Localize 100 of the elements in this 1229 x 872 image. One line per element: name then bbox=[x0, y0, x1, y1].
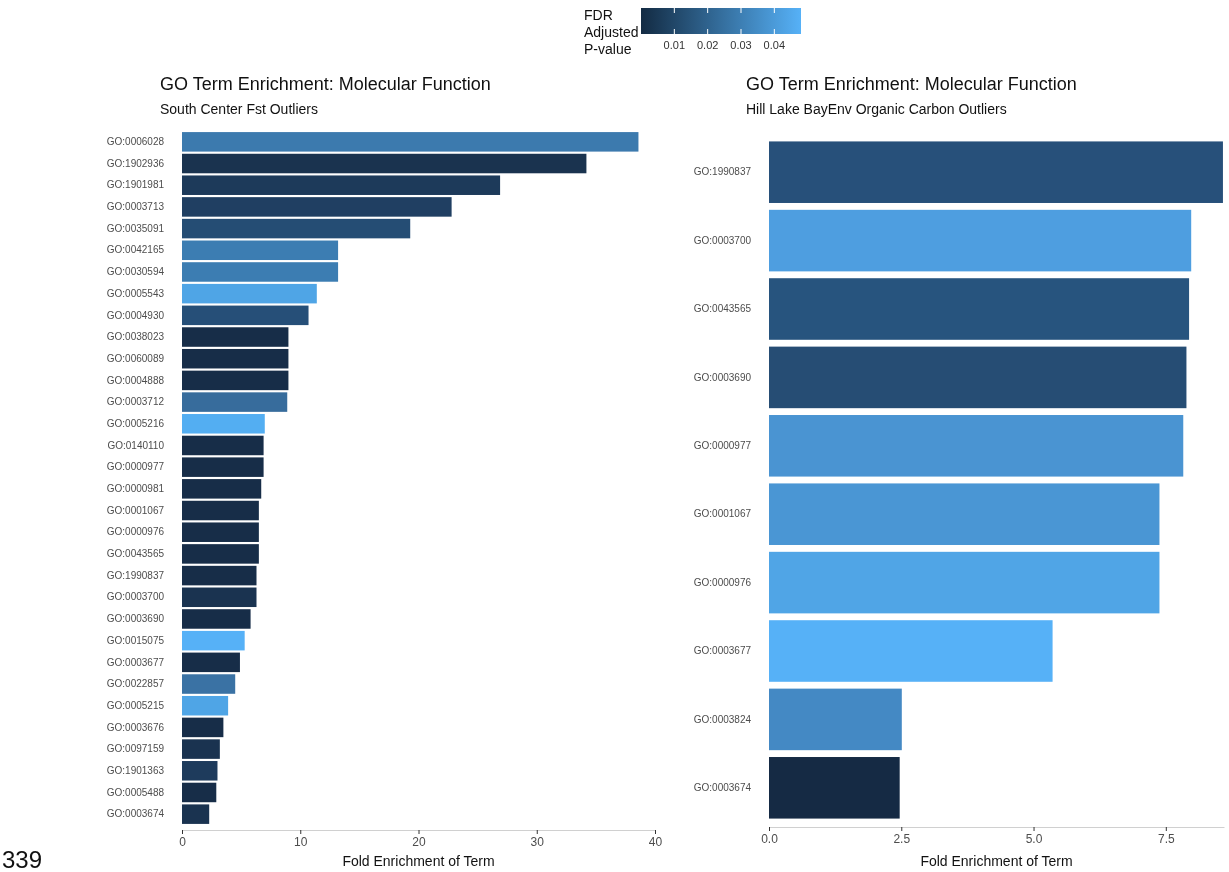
x-tick-label: 2.5 bbox=[893, 831, 911, 846]
bar bbox=[769, 278, 1190, 340]
bar bbox=[182, 565, 257, 586]
bar bbox=[182, 739, 220, 759]
y-tick-label: GO:0097159 bbox=[106, 743, 165, 755]
bar bbox=[182, 761, 218, 781]
bar bbox=[182, 218, 411, 239]
y-tick-label: GO:0042165 bbox=[106, 244, 165, 256]
bar bbox=[769, 551, 1160, 614]
y-tick-label: GO:0035091 bbox=[106, 222, 165, 234]
y-tick-label: GO:0022857 bbox=[106, 678, 165, 690]
y-tick-label: GO:1901363 bbox=[106, 764, 165, 776]
bar bbox=[182, 804, 210, 824]
bar bbox=[769, 141, 1223, 203]
bar bbox=[769, 620, 1053, 682]
color-bar-label: 0.02 bbox=[696, 39, 719, 51]
bar bbox=[182, 305, 309, 326]
x-tick-label: 0.0 bbox=[761, 831, 779, 846]
bar bbox=[182, 240, 339, 261]
bar bbox=[182, 630, 245, 651]
y-tick-label: GO:0003700 bbox=[106, 591, 165, 603]
y-tick-label: GO:0003674 bbox=[106, 808, 165, 820]
bar bbox=[182, 674, 236, 694]
y-tick-label: GO:0000976 bbox=[693, 576, 752, 588]
chart-subtitle: South Center Fst Outliers bbox=[160, 101, 318, 117]
bar bbox=[182, 370, 289, 391]
y-tick-label: GO:1990837 bbox=[106, 569, 165, 581]
x-tick-label: 30 bbox=[530, 834, 545, 849]
bar bbox=[182, 435, 264, 456]
y-tick-label: GO:0001067 bbox=[106, 504, 165, 516]
text: 339 bbox=[2, 846, 43, 872]
bar bbox=[182, 132, 639, 152]
bar bbox=[182, 609, 251, 629]
bar bbox=[769, 209, 1192, 272]
bar bbox=[182, 392, 288, 412]
x-tick-label: 5.0 bbox=[1025, 831, 1043, 846]
bar bbox=[182, 782, 217, 803]
y-tick-label: GO:0005488 bbox=[106, 786, 165, 798]
y-tick-label: GO:0001067 bbox=[693, 508, 752, 520]
bar bbox=[182, 348, 289, 369]
y-tick-label: GO:0005543 bbox=[106, 287, 165, 299]
y-tick-label: GO:0003700 bbox=[693, 234, 752, 246]
y-tick-label: GO:0003824 bbox=[693, 713, 752, 725]
y-tick-label: GO:0038023 bbox=[106, 331, 165, 343]
bar bbox=[182, 457, 264, 477]
bar bbox=[182, 153, 587, 174]
y-tick-label: GO:0003713 bbox=[106, 201, 165, 213]
y-tick-label: GO:0003712 bbox=[106, 396, 165, 408]
bar bbox=[769, 757, 900, 819]
y-tick-label: GO:0003677 bbox=[693, 645, 752, 657]
y-tick-label: GO:0043565 bbox=[693, 303, 752, 315]
y-tick-label: GO:0140110 bbox=[107, 439, 165, 451]
bar bbox=[182, 197, 452, 217]
bar bbox=[182, 717, 224, 738]
x-axis-title: Fold Enrichment of Term bbox=[342, 853, 495, 869]
y-tick-label: GO:0003677 bbox=[106, 656, 165, 668]
x-tick-label: 7.5 bbox=[1157, 831, 1175, 846]
y-tick-label: GO:0006028 bbox=[106, 136, 165, 148]
bar bbox=[182, 479, 262, 499]
y-tick-label: GO:0015075 bbox=[106, 634, 165, 646]
bar bbox=[182, 327, 289, 347]
y-tick-label: GO:1902936 bbox=[106, 157, 165, 169]
bar bbox=[182, 587, 257, 608]
bar bbox=[769, 483, 1160, 545]
y-tick-label: GO:0004888 bbox=[106, 374, 165, 386]
chart-title: GO Term Enrichment: Molecular Function bbox=[746, 74, 1077, 94]
color-bar-label: 0.04 bbox=[763, 39, 786, 51]
bar bbox=[182, 175, 501, 195]
y-tick-label: GO:0060089 bbox=[106, 352, 165, 364]
x-tick-label: 10 bbox=[294, 834, 308, 849]
bar bbox=[182, 500, 259, 521]
y-tick-label: GO:0003690 bbox=[693, 371, 752, 383]
y-tick-label: GO:0000977 bbox=[106, 461, 165, 473]
y-tick-label: GO:0003690 bbox=[106, 613, 165, 625]
x-tick-label: 40 bbox=[648, 834, 663, 849]
y-tick-label: GO:0000981 bbox=[106, 483, 165, 495]
y-tick-label: GO:0003676 bbox=[106, 721, 165, 733]
color-bar-label: 0.01 bbox=[663, 39, 686, 51]
bar bbox=[769, 688, 902, 751]
y-tick-label: GO:0004930 bbox=[106, 309, 165, 321]
y-tick-label: GO:1901981 bbox=[106, 179, 165, 191]
chart-title: GO Term Enrichment: Molecular Function bbox=[160, 74, 491, 94]
bar bbox=[182, 652, 240, 673]
x-tick-label: 20 bbox=[412, 834, 426, 849]
bar bbox=[182, 522, 259, 542]
color-bar-label: 0.03 bbox=[730, 39, 752, 51]
bar bbox=[182, 262, 339, 282]
bar bbox=[182, 695, 229, 716]
color-bar-title: FDR Adjusted P-value bbox=[584, 7, 639, 57]
chart-subtitle: Hill Lake BayEnv Organic Carbon Outliers bbox=[746, 101, 1007, 117]
bar bbox=[769, 415, 1184, 477]
bar bbox=[182, 544, 259, 564]
x-axis-title: Fold Enrichment of Term bbox=[920, 853, 1073, 869]
y-tick-label: GO:0030594 bbox=[106, 266, 165, 278]
x-tick-label: 0 bbox=[179, 834, 187, 849]
y-tick-label: GO:0043565 bbox=[106, 548, 165, 560]
y-tick-label: GO:1990837 bbox=[693, 166, 752, 178]
y-tick-label: GO:0005216 bbox=[106, 417, 165, 429]
y-tick-label: GO:0005215 bbox=[106, 699, 165, 711]
bar bbox=[182, 414, 265, 434]
